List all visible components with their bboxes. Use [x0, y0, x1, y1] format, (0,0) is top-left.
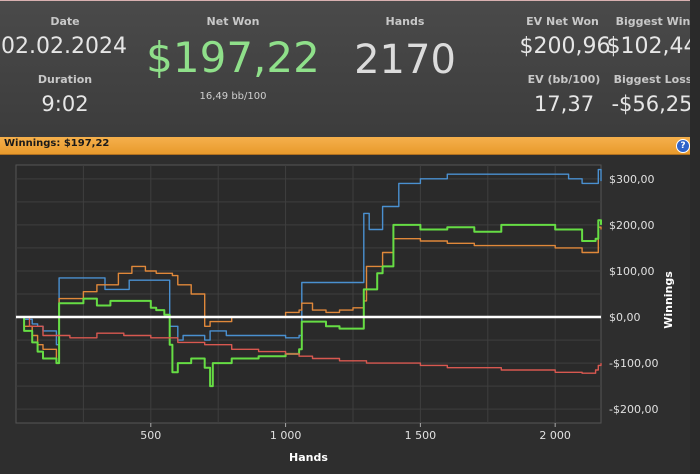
y-tick-label: $300,00 [609, 173, 655, 186]
winnings-banner-text: Winnings: $197,22 [4, 138, 110, 149]
x-tick-label: 1 000 [270, 429, 302, 442]
duration-value: 9:02 [41, 92, 89, 116]
x-tick-label: 1 500 [405, 429, 437, 442]
biggest-loss-value: -$56,25 [611, 92, 693, 116]
y-tick-label: -$200,00 [609, 403, 658, 416]
ev-bb-label: EV (bb/100) [527, 73, 601, 86]
series-line-green [16, 219, 602, 388]
y-axis-label: Winnings [662, 271, 675, 329]
hands-value: 2170 [354, 37, 456, 83]
stats-panel: Date 02.02.2024 Duration 9:02 Net Won $1… [0, 0, 700, 138]
ev-net-value: $200,96 [519, 34, 611, 59]
date-value: 02.02.2024 [1, 34, 127, 59]
chart-area: 500 1 000 1 500 2 000 -$200,00 -$100,00 $0,00 $… [0, 155, 700, 474]
ev-net-label: EV Net Won [526, 15, 599, 28]
window-edge [690, 0, 700, 474]
netwon-label: Net Won [206, 15, 260, 28]
duration-label: Duration [37, 73, 93, 86]
y-tick-label: -$100,00 [609, 357, 658, 370]
hands-label: Hands [385, 15, 425, 28]
x-tick-label: 500 [140, 429, 161, 442]
biggest-loss-label: Biggest Loss [613, 73, 693, 86]
date-label: Date [50, 15, 80, 28]
y-tick-label: $0,00 [609, 311, 641, 324]
series-line-red [16, 316, 602, 374]
ev-bb-value: 17,37 [533, 92, 595, 116]
netwon-value: $197,22 [146, 33, 320, 82]
netwon-bb100: 16,49 bb/100 [199, 91, 267, 102]
winnings-banner: Winnings: $197,22 ? [0, 137, 700, 155]
y-tick-label: $100,00 [609, 265, 655, 278]
x-tick-label: 2 000 [539, 429, 571, 442]
biggest-win-label: Biggest Win [615, 15, 691, 28]
x-axis-label: Hands [289, 451, 328, 464]
biggest-win-value: $102,44 [606, 34, 698, 59]
y-tick-label: $200,00 [609, 219, 655, 232]
series-line-blue [16, 168, 602, 346]
help-icon[interactable]: ? [676, 139, 690, 153]
winnings-chart: 500 1 000 1 500 2 000 -$200,00 -$100,00 $0,00 $… [15, 164, 675, 464]
